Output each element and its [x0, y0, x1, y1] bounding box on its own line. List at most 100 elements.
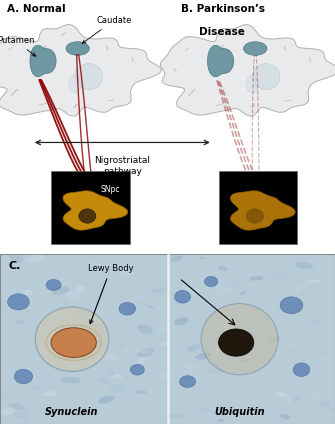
Text: Putamen: Putamen: [0, 36, 36, 56]
Ellipse shape: [274, 275, 286, 279]
Text: SNpc: SNpc: [100, 184, 120, 194]
Ellipse shape: [33, 326, 38, 330]
Text: Synuclein: Synuclein: [45, 407, 99, 417]
Text: C.: C.: [8, 261, 21, 271]
Ellipse shape: [91, 345, 97, 349]
Ellipse shape: [152, 287, 167, 293]
Ellipse shape: [204, 276, 218, 287]
Ellipse shape: [120, 268, 132, 276]
Ellipse shape: [137, 357, 146, 364]
Ellipse shape: [246, 75, 259, 93]
Ellipse shape: [322, 357, 332, 364]
Ellipse shape: [87, 274, 93, 278]
Ellipse shape: [35, 307, 109, 371]
Ellipse shape: [87, 321, 98, 329]
FancyBboxPatch shape: [0, 254, 335, 424]
Text: B. Parkinson’s: B. Parkinson’s: [181, 4, 265, 14]
Ellipse shape: [180, 376, 196, 388]
Polygon shape: [207, 45, 234, 77]
Ellipse shape: [183, 370, 195, 374]
FancyBboxPatch shape: [219, 171, 297, 243]
Ellipse shape: [240, 291, 246, 295]
Ellipse shape: [286, 345, 290, 347]
Ellipse shape: [227, 349, 234, 352]
Ellipse shape: [134, 390, 147, 394]
Ellipse shape: [218, 329, 254, 356]
Ellipse shape: [207, 301, 212, 305]
Ellipse shape: [156, 372, 175, 379]
Ellipse shape: [218, 266, 228, 271]
Ellipse shape: [77, 310, 86, 314]
Ellipse shape: [306, 276, 314, 281]
Text: Nigrostriatal
pathway: Nigrostriatal pathway: [94, 156, 150, 176]
Ellipse shape: [119, 410, 125, 413]
Ellipse shape: [9, 254, 23, 262]
Polygon shape: [0, 25, 161, 116]
Ellipse shape: [310, 321, 318, 324]
Ellipse shape: [66, 42, 89, 55]
Polygon shape: [160, 25, 335, 116]
Ellipse shape: [223, 323, 236, 331]
Ellipse shape: [0, 407, 14, 416]
Ellipse shape: [300, 271, 304, 273]
Ellipse shape: [231, 343, 238, 348]
Ellipse shape: [42, 377, 46, 378]
Ellipse shape: [130, 364, 144, 375]
Ellipse shape: [217, 419, 224, 422]
Ellipse shape: [214, 346, 231, 352]
Ellipse shape: [112, 374, 124, 378]
Ellipse shape: [107, 371, 113, 374]
Ellipse shape: [66, 291, 82, 300]
Ellipse shape: [105, 369, 115, 376]
Ellipse shape: [90, 262, 100, 265]
Ellipse shape: [75, 286, 85, 293]
Ellipse shape: [233, 283, 245, 287]
Ellipse shape: [195, 352, 212, 360]
Ellipse shape: [175, 290, 191, 303]
Ellipse shape: [14, 369, 33, 384]
Polygon shape: [63, 191, 128, 230]
Ellipse shape: [201, 304, 278, 375]
Ellipse shape: [110, 384, 124, 393]
Ellipse shape: [119, 302, 136, 315]
Ellipse shape: [239, 359, 249, 363]
Ellipse shape: [327, 382, 331, 383]
Ellipse shape: [31, 385, 41, 390]
Ellipse shape: [52, 287, 69, 295]
Ellipse shape: [60, 377, 81, 383]
Ellipse shape: [312, 393, 321, 401]
Ellipse shape: [98, 396, 114, 404]
Ellipse shape: [79, 209, 96, 223]
Ellipse shape: [294, 262, 313, 269]
Ellipse shape: [246, 209, 263, 223]
Ellipse shape: [308, 279, 320, 283]
Ellipse shape: [325, 407, 335, 410]
Ellipse shape: [187, 344, 201, 352]
Ellipse shape: [138, 302, 147, 305]
Ellipse shape: [291, 397, 300, 402]
Ellipse shape: [137, 348, 154, 357]
Ellipse shape: [293, 285, 301, 291]
Ellipse shape: [174, 317, 188, 326]
Ellipse shape: [97, 379, 111, 384]
Ellipse shape: [293, 363, 310, 377]
Ellipse shape: [51, 328, 96, 357]
Ellipse shape: [15, 320, 25, 324]
Ellipse shape: [202, 408, 212, 412]
Ellipse shape: [250, 276, 264, 281]
Ellipse shape: [158, 326, 169, 333]
Ellipse shape: [135, 349, 149, 354]
Ellipse shape: [89, 339, 103, 349]
Ellipse shape: [7, 294, 29, 310]
Ellipse shape: [8, 403, 24, 410]
Ellipse shape: [137, 324, 153, 334]
Ellipse shape: [302, 258, 305, 261]
Ellipse shape: [106, 354, 118, 360]
Ellipse shape: [297, 321, 303, 324]
FancyBboxPatch shape: [51, 171, 130, 243]
Ellipse shape: [46, 279, 61, 290]
Ellipse shape: [207, 368, 224, 374]
Ellipse shape: [217, 298, 221, 300]
Ellipse shape: [170, 256, 183, 262]
Ellipse shape: [198, 257, 205, 259]
